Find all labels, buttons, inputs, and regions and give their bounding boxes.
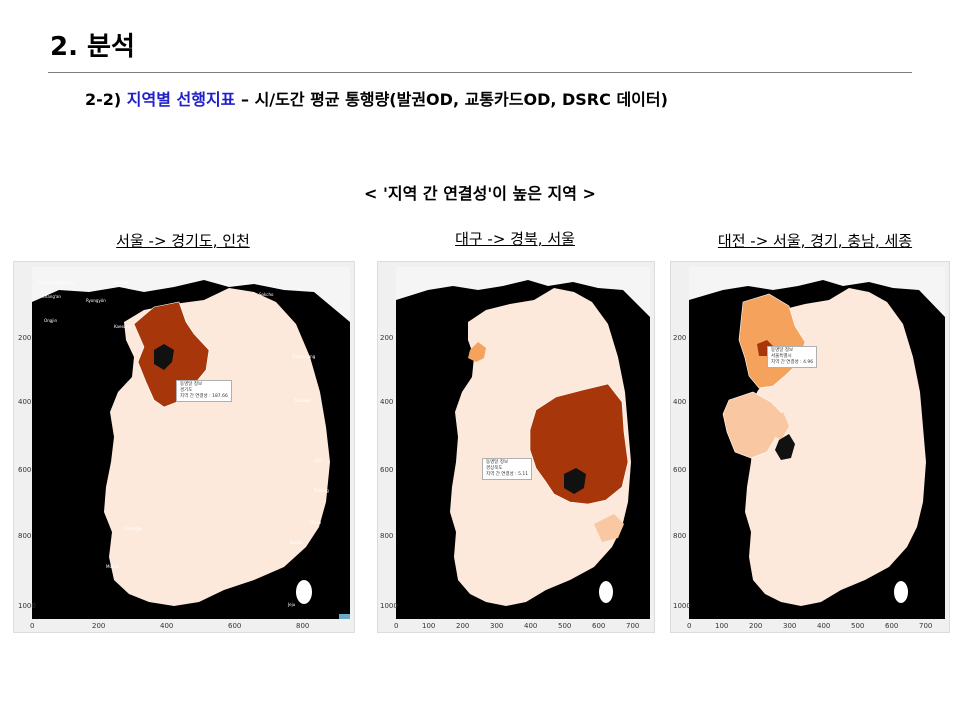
y-tick-label: 400: [18, 398, 31, 406]
region-seoul-mid: [468, 342, 486, 362]
subtitle-highlight: 지역별 선행지표: [126, 90, 236, 109]
x-tick-label: 600: [885, 622, 898, 630]
x-tick-label: 300: [783, 622, 796, 630]
map-place-label: Ongjin: [44, 318, 57, 323]
x-tick-label: 0: [687, 622, 691, 630]
map-place-label: Jeju: [287, 602, 296, 607]
subtitle-prefix: 2-2): [85, 90, 127, 109]
tooltip-header: 동명달 정보: [180, 382, 203, 387]
map-place-label: Kaesong: [114, 324, 132, 329]
region-tooltip: 동명달 정보 서울특별시 지역 간 연결성 : 4.96: [767, 346, 818, 368]
section-heading: < '지역 간 연결성'이 높은 지역 >: [364, 184, 596, 203]
y-tick-label: 1000: [380, 602, 398, 610]
region-daegu-selected: [564, 468, 586, 494]
y-tick-label: 200: [380, 334, 393, 342]
korea-map-daejeon: 200 400 600 800 1000 0 100 200 300 400 5…: [673, 267, 945, 630]
x-tick-label: 700: [919, 622, 932, 630]
y-tick-label: 200: [673, 334, 686, 342]
x-tick-label: 500: [558, 622, 571, 630]
jeju-land: [296, 580, 312, 604]
title-divider: [48, 72, 912, 73]
y-tick-label: 400: [380, 398, 393, 406]
x-tick-label: 500: [851, 622, 864, 630]
region-chungnam-low: [722, 391, 784, 459]
y-tick-label: 800: [673, 532, 686, 540]
tooltip-region: 경기도: [180, 388, 193, 393]
region-tooltip: 동명달 정보 경상북도 지역 간 연결성 : 5.11: [482, 458, 533, 480]
y-tick-label: 600: [673, 466, 686, 474]
region-tooltip: 동명달 정보 경기도 지역 간 연결성 : 187.66: [176, 380, 232, 402]
korea-map-daegu: 200 400 600 800 1000 0 100 200 300 400 5…: [380, 267, 650, 630]
map-panel-daegu: 200 400 600 800 1000 0 100 200 300 400 5…: [377, 261, 655, 633]
jeju-land: [894, 581, 908, 603]
region-gyeongbuk-high: [529, 383, 629, 505]
y-tick-label: 600: [18, 466, 31, 474]
x-tick-label: 200: [749, 622, 762, 630]
map-place-label: Taebaek: [293, 398, 311, 403]
map-place-label: Sokcho: [259, 292, 274, 297]
map-place-label: Gwangju: [124, 526, 142, 531]
y-tick-label: 1000: [673, 602, 691, 610]
korea-map-seoul: 200 400 600 800 1000 0 200 400 600 800 C…: [18, 267, 350, 630]
north-land: [689, 267, 945, 317]
x-tick-label: 600: [592, 622, 605, 630]
panel-3-caption: 대전 -> 서울, 경기, 충남, 세종: [717, 232, 913, 250]
tooltip-header: 동명달 정보: [486, 460, 509, 465]
x-tick-label: 400: [817, 622, 830, 630]
region-seoul-selected: [154, 344, 174, 370]
map-panel-seoul: 200 400 600 800 1000 0 200 400 600 800 C…: [13, 261, 355, 633]
y-tick-label: 800: [18, 532, 31, 540]
x-tick-label: 600: [228, 622, 241, 630]
region-daejeon-selected: [775, 434, 795, 460]
tooltip-value: 지역 간 연결성 : 4.96: [771, 360, 814, 365]
x-tick-label: 100: [422, 622, 435, 630]
y-tick-label: 1000: [18, 602, 36, 610]
x-tick-label: 700: [626, 622, 639, 630]
y-tick-label: 600: [380, 466, 393, 474]
y-tick-label: 800: [380, 532, 393, 540]
map-place-label: Mokpo: [106, 564, 120, 569]
map-place-label: Pohang: [314, 488, 329, 493]
scale-badge: [339, 614, 350, 619]
map-place-label: Chang'an: [42, 294, 61, 299]
x-tick-label: 800: [296, 622, 309, 630]
x-tick-label: 200: [456, 622, 469, 630]
map-place-label: Ryongyŏn: [86, 298, 106, 303]
y-tick-label: 400: [673, 398, 686, 406]
tooltip-region: 서울특별시: [771, 354, 792, 359]
x-tick-label: 300: [490, 622, 503, 630]
map-place-label: Uljin: [314, 458, 323, 463]
map-place-label: Gangneung: [292, 354, 316, 359]
x-tick-label: 200: [92, 622, 105, 630]
x-tick-label: 400: [524, 622, 537, 630]
tooltip-region: 경상북도: [486, 466, 503, 471]
tooltip-value: 지역 간 연결성 : 187.66: [180, 394, 228, 399]
x-tick-label: 400: [160, 622, 173, 630]
tooltip-value: 지역 간 연결성 : 5.11: [486, 472, 529, 477]
map-place-label: Ulsan: [310, 520, 322, 525]
map-place-label: Busan: [290, 540, 303, 545]
map-place-label: Sinmak: [114, 280, 130, 285]
north-land: [32, 267, 350, 322]
x-tick-label: 0: [30, 622, 34, 630]
y-tick-label: 200: [18, 334, 31, 342]
region-sejong-low: [771, 412, 789, 440]
region-ulsan-low: [594, 514, 624, 542]
map-panel-daejeon: 200 400 600 800 1000 0 100 200 300 400 5…: [670, 261, 950, 633]
jeju-land: [599, 581, 613, 603]
x-tick-label: 100: [715, 622, 728, 630]
map-place-label: Chanryŏngjang-up: [38, 280, 75, 285]
panel-2-caption: 대구 -> 경북, 서울: [455, 230, 575, 248]
x-tick-label: 0: [394, 622, 398, 630]
panel-1-caption: 서울 -> 경기도, 인천: [116, 232, 250, 250]
page-title: 2. 분석: [50, 32, 135, 62]
north-land: [396, 267, 650, 317]
subtitle-rest: – 시/도간 평균 통행량(발권OD, 교통카드OD, DSRC 데이터): [235, 90, 668, 109]
subtitle: 2-2) 지역별 선행지표 – 시/도간 평균 통행량(발권OD, 교통카드OD…: [85, 86, 668, 110]
tooltip-header: 동명달 정보: [771, 348, 794, 353]
